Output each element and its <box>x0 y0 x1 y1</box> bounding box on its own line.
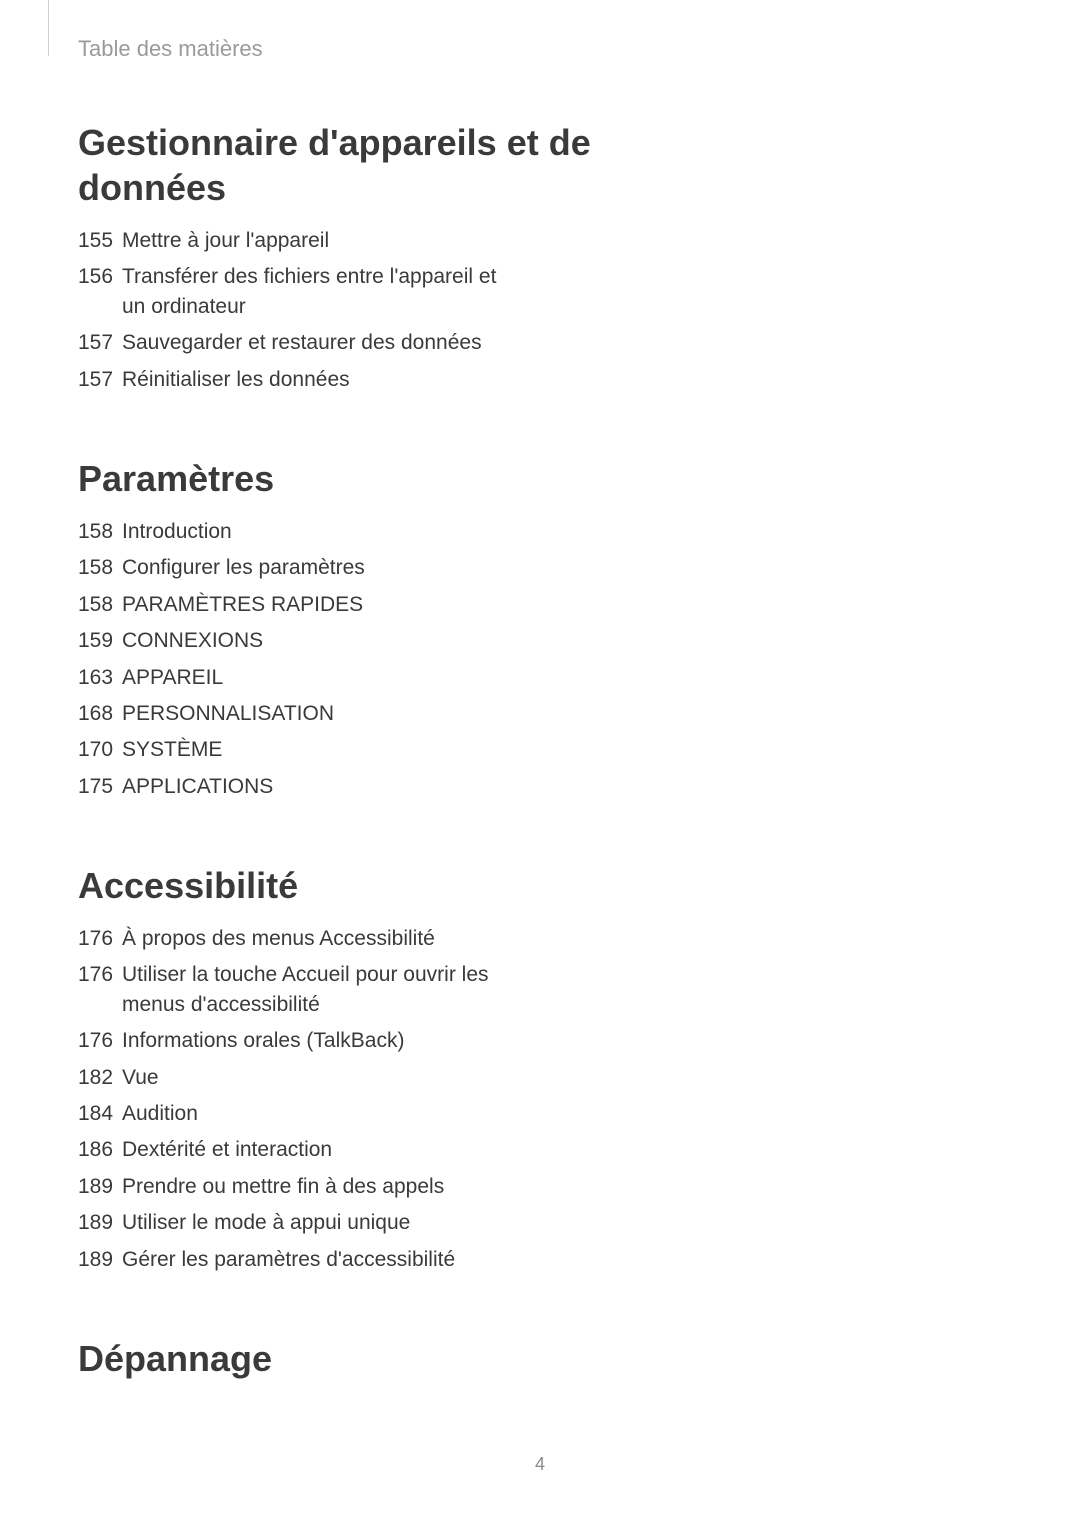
toc-page-number: 157 <box>78 328 122 357</box>
toc-entry[interactable]: 189 Prendre ou mettre fin à des appels <box>78 1172 1080 1201</box>
toc-entry-title: Prendre ou mettre fin à des appels <box>122 1172 444 1201</box>
toc-entry-title: APPLICATIONS <box>122 772 273 801</box>
toc-page-number: 155 <box>78 226 122 255</box>
toc-entry-title: Configurer les paramètres <box>122 553 365 582</box>
toc-entry-title: Transférer des fichiers entre l'appareil… <box>122 262 502 321</box>
toc-entry[interactable]: 158 PARAMÈTRES RAPIDES <box>78 590 1080 619</box>
toc-entry[interactable]: 175 APPLICATIONS <box>78 772 1080 801</box>
section-device-manager: Gestionnaire d'appareils et de données 1… <box>78 120 1080 394</box>
toc-page-number: 176 <box>78 1026 122 1055</box>
toc-page-number: 176 <box>78 960 122 989</box>
section-title[interactable]: Accessibilité <box>78 863 598 908</box>
toc-entry-title: Mettre à jour l'appareil <box>122 226 329 255</box>
toc-entry[interactable]: 176 Utiliser la touche Accueil pour ouvr… <box>78 960 1080 1019</box>
toc-entry-title: APPAREIL <box>122 663 223 692</box>
toc-entry[interactable]: 186 Dextérité et interaction <box>78 1135 1080 1164</box>
toc-entry[interactable]: 156 Transférer des fichiers entre l'appa… <box>78 262 1080 321</box>
section-accessibilite: Accessibilité 176 À propos des menus Acc… <box>78 863 1080 1274</box>
toc-entry[interactable]: 176 Informations orales (TalkBack) <box>78 1026 1080 1055</box>
toc-entry-title: SYSTÈME <box>122 735 222 764</box>
toc-page-number: 189 <box>78 1172 122 1201</box>
page-number: 4 <box>535 1454 545 1475</box>
toc-page-number: 158 <box>78 553 122 582</box>
toc-entry-title: À propos des menus Accessibilité <box>122 924 435 953</box>
toc-entry-title: Utiliser la touche Accueil pour ouvrir l… <box>122 960 502 1019</box>
toc-page-number: 163 <box>78 663 122 692</box>
toc-page-number: 157 <box>78 365 122 394</box>
toc-entry-title: Réinitialiser les données <box>122 365 350 394</box>
toc-entry-title: PARAMÈTRES RAPIDES <box>122 590 363 619</box>
toc-page-number: 189 <box>78 1208 122 1237</box>
toc-page-number: 182 <box>78 1063 122 1092</box>
toc-entry-title: Vue <box>122 1063 159 1092</box>
toc-entry-title: Sauvegarder et restaurer des données <box>122 328 482 357</box>
toc-entry[interactable]: 157 Sauvegarder et restaurer des données <box>78 328 1080 357</box>
toc-entry[interactable]: 176 À propos des menus Accessibilité <box>78 924 1080 953</box>
toc-entry[interactable]: 159 CONNEXIONS <box>78 626 1080 655</box>
toc-entry[interactable]: 158 Introduction <box>78 517 1080 546</box>
toc-entry[interactable]: 158 Configurer les paramètres <box>78 553 1080 582</box>
toc-page-number: 189 <box>78 1245 122 1274</box>
toc-entry-title: PERSONNALISATION <box>122 699 334 728</box>
toc-entry-title: CONNEXIONS <box>122 626 263 655</box>
toc-entry-title: Dextérité et interaction <box>122 1135 332 1164</box>
toc-entry-title: Audition <box>122 1099 198 1128</box>
toc-entry[interactable]: 168 PERSONNALISATION <box>78 699 1080 728</box>
toc-page-number: 170 <box>78 735 122 764</box>
toc-page-number: 159 <box>78 626 122 655</box>
page-container: Table des matières Gestionnaire d'appare… <box>0 0 1080 1527</box>
toc-page-number: 186 <box>78 1135 122 1164</box>
toc-page-number: 158 <box>78 590 122 619</box>
section-parametres: Paramètres 158 Introduction 158 Configur… <box>78 456 1080 801</box>
toc-entry[interactable]: 189 Utiliser le mode à appui unique <box>78 1208 1080 1237</box>
section-title[interactable]: Dépannage <box>78 1336 598 1381</box>
toc-page-number: 175 <box>78 772 122 801</box>
toc-entry-title: Utiliser le mode à appui unique <box>122 1208 410 1237</box>
toc-page-number: 168 <box>78 699 122 728</box>
toc-entry[interactable]: 189 Gérer les paramètres d'accessibilité <box>78 1245 1080 1274</box>
toc-entry[interactable]: 184 Audition <box>78 1099 1080 1128</box>
toc-entry-title: Gérer les paramètres d'accessibilité <box>122 1245 455 1274</box>
toc-entry[interactable]: 163 APPAREIL <box>78 663 1080 692</box>
toc-entry-title: Informations orales (TalkBack) <box>122 1026 404 1055</box>
header-label: Table des matières <box>78 36 1080 62</box>
toc-page-number: 158 <box>78 517 122 546</box>
toc-entry-title: Introduction <box>122 517 232 546</box>
toc-entry[interactable]: 155 Mettre à jour l'appareil <box>78 226 1080 255</box>
toc-entry[interactable]: 182 Vue <box>78 1063 1080 1092</box>
toc-page-number: 156 <box>78 262 122 291</box>
toc-entry[interactable]: 170 SYSTÈME <box>78 735 1080 764</box>
section-title[interactable]: Gestionnaire d'appareils et de données <box>78 120 598 210</box>
decorative-rule <box>48 0 49 56</box>
toc-entry[interactable]: 157 Réinitialiser les données <box>78 365 1080 394</box>
section-depannage: Dépannage <box>78 1336 1080 1381</box>
section-title[interactable]: Paramètres <box>78 456 598 501</box>
toc-page-number: 176 <box>78 924 122 953</box>
toc-page-number: 184 <box>78 1099 122 1128</box>
